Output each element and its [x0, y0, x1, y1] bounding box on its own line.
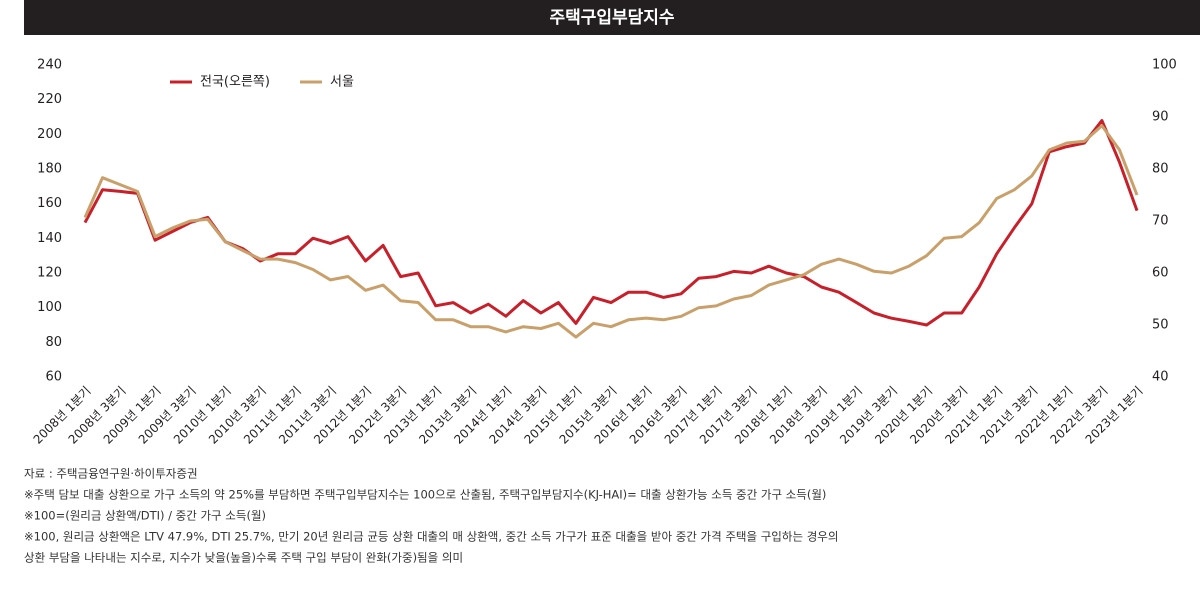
- series-line: [83, 119, 1139, 327]
- chart-title: 주택구입부담지수: [549, 8, 674, 28]
- y-tick-label: 240: [37, 58, 62, 73]
- y2-tick-label: 60: [1152, 266, 1169, 281]
- y-tick-label: 220: [37, 92, 62, 107]
- y-tick-label: 200: [37, 127, 62, 142]
- y-tick-label: 100: [37, 300, 62, 315]
- note: ※100=(원리금 상환액/DTI) / 중간 가구 소득(월): [24, 509, 266, 523]
- series-line: [83, 124, 1139, 339]
- note: ※100, 원리금 상환액은 LTV 47.9%, DTI 25.7%, 만기 …: [24, 530, 838, 544]
- note: ※주택 담보 대출 상환으로 가구 소득의 약 25%를 부담하면 주택구입부담…: [24, 488, 826, 502]
- y2-tick-label: 90: [1152, 110, 1169, 125]
- y-tick-label: 120: [37, 266, 62, 281]
- y2-tick-label: 40: [1152, 370, 1169, 385]
- source: 자료 : 주택금융연구원·하이투자증권: [24, 467, 198, 481]
- y2-tick-label: 70: [1152, 214, 1169, 229]
- y2-tick-label: 100: [1152, 58, 1177, 73]
- y2-tick-label: 50: [1152, 318, 1169, 333]
- y2-tick-label: 80: [1152, 162, 1169, 177]
- y-tick-label: 140: [37, 231, 62, 246]
- y-tick-label: 80: [45, 335, 62, 350]
- title-bar: [24, 0, 1200, 35]
- y-tick-label: 160: [37, 196, 62, 211]
- legend-label: 서울: [330, 75, 354, 90]
- y-tick-label: 180: [37, 162, 62, 177]
- note: 상환 부담을 나타내는 지수로, 지수가 낮을(높을)수록 주택 구입 부담이 …: [24, 551, 463, 565]
- y-tick-label: 60: [45, 370, 62, 385]
- legend-label: 전국(오른쪽): [200, 75, 270, 90]
